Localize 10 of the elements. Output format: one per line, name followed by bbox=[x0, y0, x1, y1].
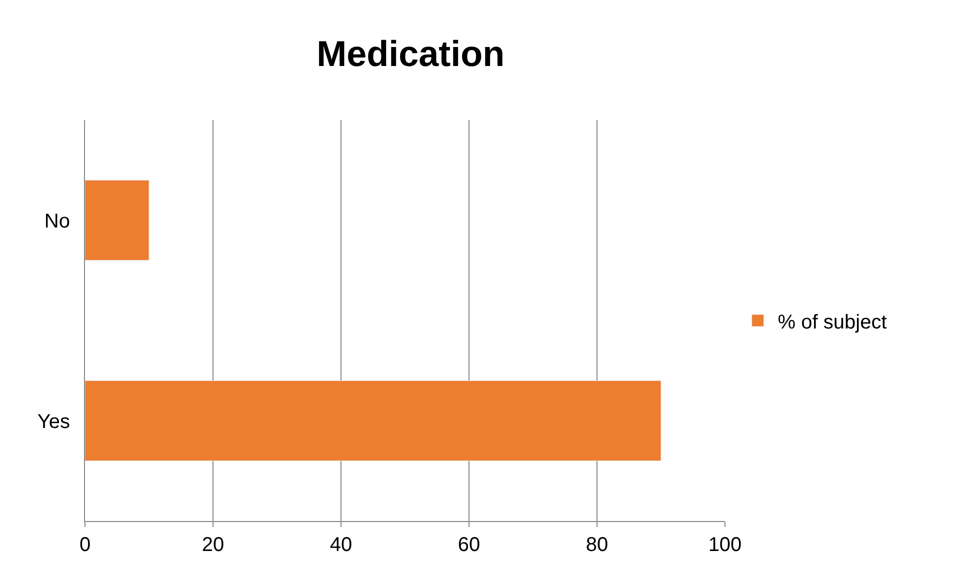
x-tick-label: 20 bbox=[202, 534, 224, 556]
y-tick-label: Yes bbox=[37, 410, 70, 433]
chart-title: Medication bbox=[316, 32, 505, 74]
x-tick-label: 100 bbox=[708, 534, 742, 556]
x-tick-label: 80 bbox=[586, 534, 608, 556]
x-tick-label: 60 bbox=[458, 534, 480, 556]
legend-label: % of subject bbox=[778, 311, 888, 334]
y-tick-label: No bbox=[44, 210, 70, 232]
x-tick-label: 0 bbox=[79, 534, 91, 556]
x-tick-label: 40 bbox=[330, 534, 352, 556]
